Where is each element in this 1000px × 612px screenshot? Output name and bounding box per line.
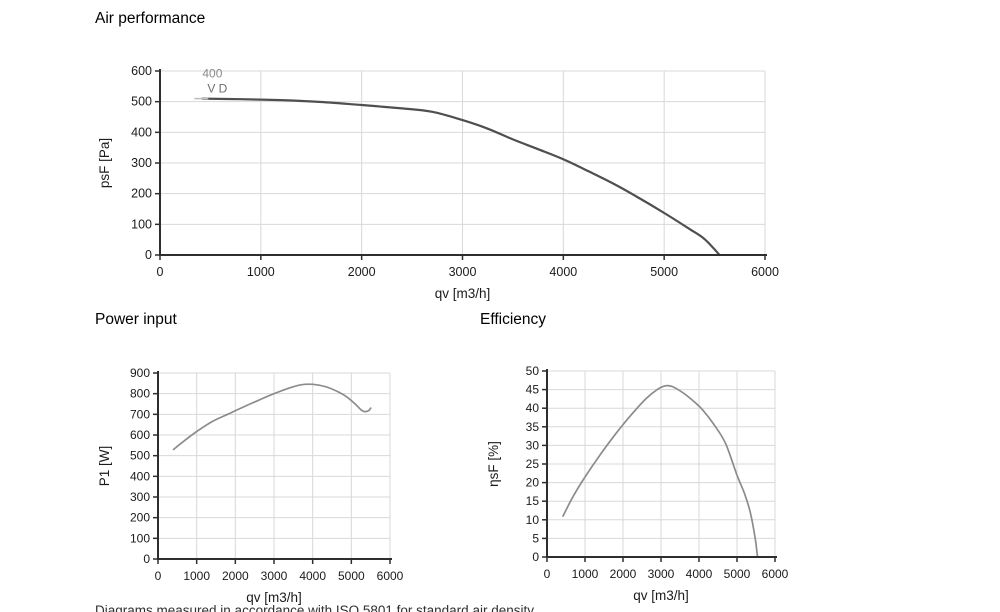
power-input-chart: 0 100 200 300 400 500 600 700 800 900 0 1000 2000 300… (97, 366, 404, 605)
x-tick-label: 6000 (751, 265, 779, 279)
x-tick-label: 4000 (686, 567, 713, 581)
y-axis-label: ηsF [%] (486, 441, 501, 487)
eff-curve (562, 384, 759, 558)
footer-text-clipped: Diagrams measured in accordance with ISO… (95, 603, 534, 612)
y-tick-label: 0 (532, 550, 539, 564)
x-tick-label: 0 (157, 265, 164, 279)
x-axis-label: qv [m3/h] (633, 588, 689, 603)
annotation-voltage: 400 (202, 67, 222, 81)
x-tick-label: 3000 (261, 569, 288, 583)
x-axis-label: qv [m3/h] (246, 590, 302, 605)
x-tick-label: 4000 (299, 569, 326, 583)
y-tick-label: 30 (526, 438, 540, 452)
air-curve (201, 97, 721, 257)
x-tick-label: 0 (155, 569, 162, 583)
y-tick-label: 500 (131, 95, 152, 109)
efficiency-title: Efficiency (480, 311, 547, 328)
x-tick-label: 2000 (348, 265, 376, 279)
y-tick-label: 50 (526, 364, 540, 378)
x-tick-label: 0 (544, 567, 551, 581)
x-tick-label: 1000 (572, 567, 599, 581)
y-tick-label: 900 (130, 366, 150, 380)
power-curve (172, 383, 372, 451)
power-input-title: Power input (95, 311, 177, 328)
x-tick-label: 6000 (762, 567, 789, 581)
efficiency-chart: 0 5 10 15 20 25 30 35 40 45 50 0 1000 2000 3000 4000 500… (486, 364, 789, 603)
x-tick-label: 4000 (549, 265, 577, 279)
y-tick-label: 600 (130, 428, 150, 442)
x-tick-label: 3000 (449, 265, 477, 279)
y-tick-label: 300 (131, 156, 152, 170)
y-tick-label: 800 (130, 387, 150, 401)
y-tick-label: 400 (131, 125, 152, 139)
y-tick-label: 0 (145, 248, 152, 262)
x-tick-label: 5000 (724, 567, 751, 581)
y-tick-label: 0 (143, 552, 150, 566)
y-tick-label: 400 (130, 469, 150, 483)
x-tick-label: 6000 (377, 569, 404, 583)
y-tick-label: 45 (526, 383, 540, 397)
y-tick-label: 300 (130, 490, 150, 504)
y-tick-label: 40 (526, 401, 540, 415)
y-tick-label: 20 (526, 476, 540, 490)
x-tick-label: 2000 (610, 567, 637, 581)
y-axis-label: P1 [W] (97, 446, 112, 487)
y-tick-label: 15 (526, 494, 540, 508)
y-tick-label: 600 (131, 64, 152, 78)
x-tick-label: 2000 (222, 569, 249, 583)
y-tick-label: 200 (130, 511, 150, 525)
y-tick-label: 10 (526, 513, 540, 527)
y-tick-label: 25 (526, 457, 540, 471)
y-tick-label: 100 (130, 531, 150, 545)
y-tick-label: 5 (532, 531, 539, 545)
y-tick-label: 700 (130, 407, 150, 421)
y-tick-label: 500 (130, 449, 150, 463)
y-axis-label: psF [Pa] (97, 138, 112, 188)
x-tick-label: 3000 (648, 567, 675, 581)
x-tick-label: 1000 (183, 569, 210, 583)
annotation-vd: V D (207, 82, 227, 96)
y-tick-label: 200 (131, 187, 152, 201)
x-tick-label: 5000 (650, 265, 678, 279)
x-axis-label: qv [m3/h] (435, 286, 491, 301)
y-tick-label: 100 (131, 217, 152, 231)
air-performance-title: Air performance (95, 10, 206, 27)
y-tick-label: 35 (526, 420, 540, 434)
x-tick-label: 1000 (247, 265, 275, 279)
x-tick-label: 5000 (338, 569, 365, 583)
